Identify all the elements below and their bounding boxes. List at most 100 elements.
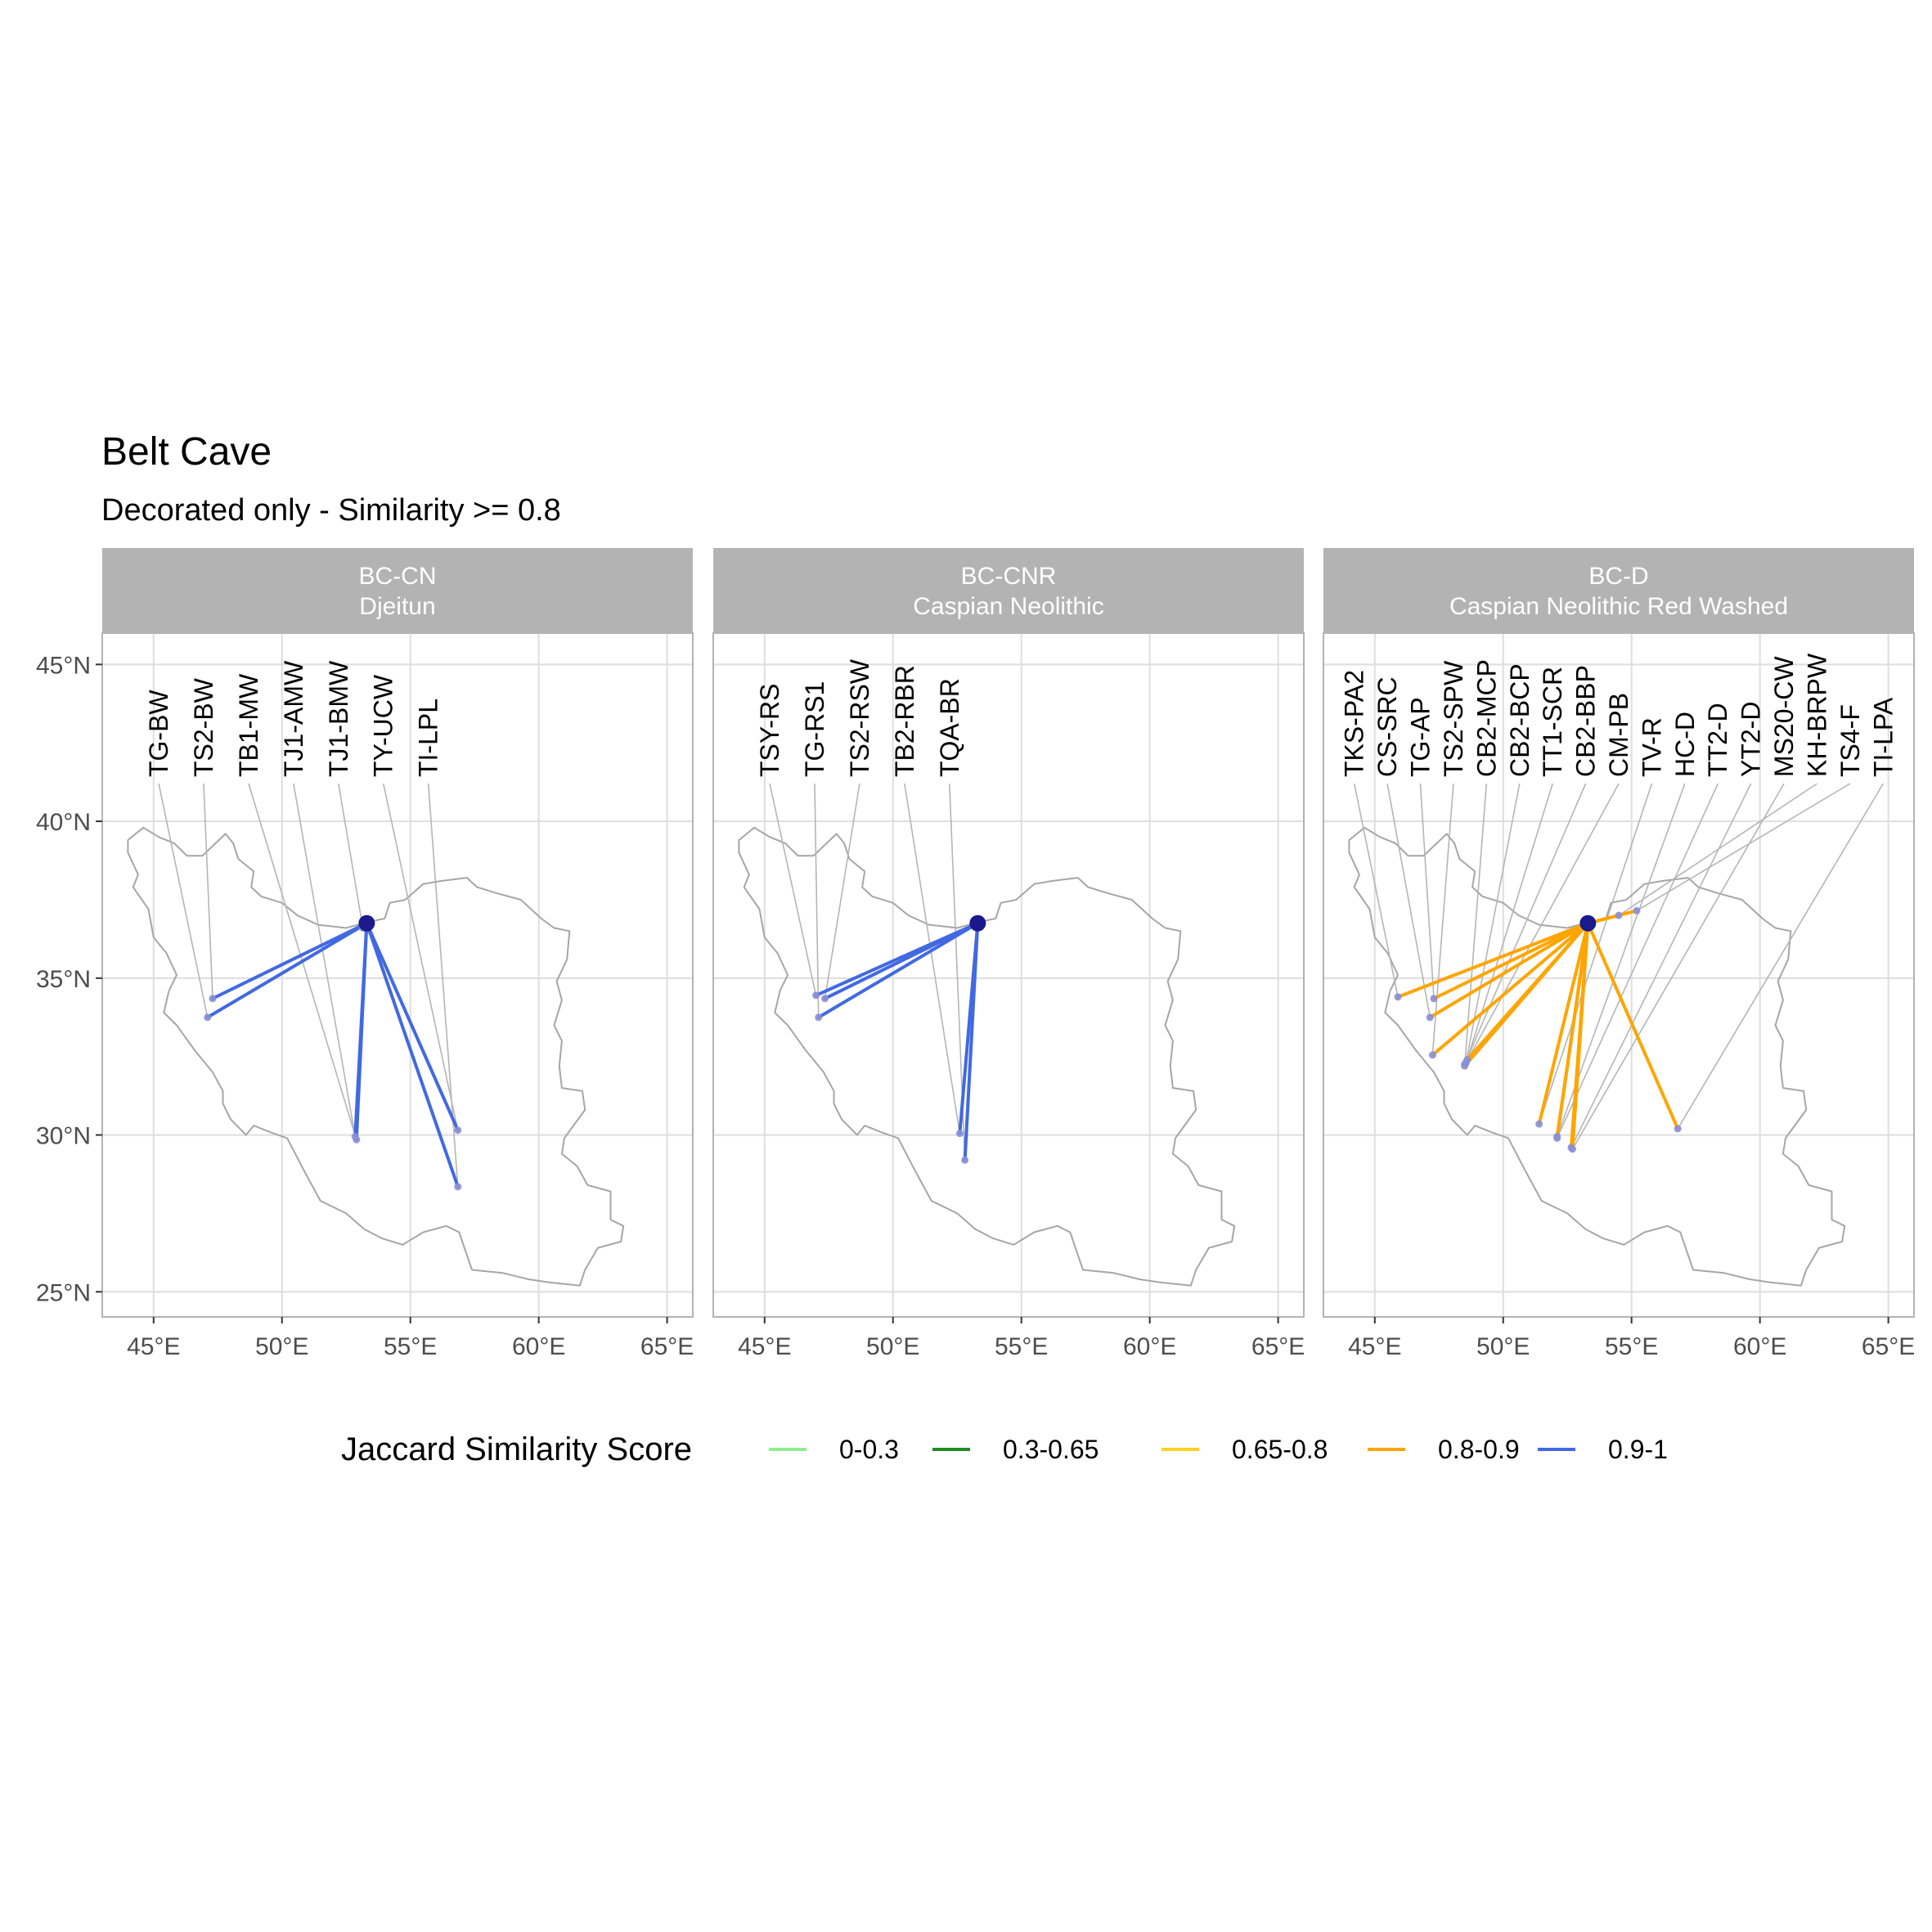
leader-line (1571, 783, 1785, 1150)
site-point (955, 1130, 964, 1138)
legend-label: 0.3-0.65 (1003, 1435, 1099, 1464)
leader-line (382, 783, 459, 1130)
leader-line (1570, 783, 1752, 1148)
y-tick-label: 30°N (36, 1123, 91, 1150)
site-label: TY-UCW (369, 674, 398, 777)
facet-panels: BC-CN Djeitun TG-BW TS2-BW TB1-MW TJ1-AMW TJ1-… (101, 548, 1915, 1360)
site-label: CB2-BBP (1571, 665, 1601, 777)
site-label: TSY-RS (755, 684, 784, 777)
iran-outline (127, 826, 625, 1287)
site-point (1553, 1134, 1561, 1142)
similarity-links (205, 921, 460, 1188)
x-tick-label: 60°E (1123, 1333, 1176, 1360)
x-tick-label: 65°E (640, 1333, 694, 1360)
facet-strip-code: BC-D (1588, 563, 1648, 590)
site-label: TS2-BW (189, 677, 218, 777)
iran-outline (738, 826, 1236, 1287)
leader-line (293, 783, 356, 1137)
plot-title: Belt Cave (101, 430, 272, 474)
site-labels: TG-BW TS2-BW TB1-MW TJ1-AMW TJ1-BMW TY-UCW TI-… (144, 660, 443, 777)
facet-strip-code: BC-CN (359, 563, 437, 590)
leader-line (1431, 783, 1454, 1055)
link-line (1431, 921, 1590, 1057)
x-tick-label: 45°E (127, 1333, 180, 1360)
y-axis: 25°N 30°N 35°N 40°N 45°N (36, 652, 102, 1306)
site-label: TKS-PA2 (1340, 670, 1369, 777)
site-label: TG-BW (144, 690, 173, 777)
link-line (1570, 921, 1590, 1151)
site-label: TG-AP (1406, 697, 1436, 777)
facet-strip: BC-D Caspian Neolithic Red Washed (1323, 548, 1914, 633)
leader-line (158, 783, 209, 1018)
site-label: CB2-BCP (1505, 663, 1534, 777)
site-label: TB1-MW (234, 673, 263, 777)
facet-strip-bg (1323, 548, 1914, 633)
link-line (823, 921, 980, 1000)
leader-line (904, 783, 961, 1134)
leader-line (814, 783, 820, 1018)
site-point (821, 995, 829, 1003)
site-label: TV-R (1637, 717, 1666, 777)
y-tick-label: 40°N (36, 809, 91, 836)
leader-line (427, 783, 459, 1187)
link-line (353, 921, 369, 1139)
site-point (1633, 906, 1641, 914)
site-label: TB2-RBR (890, 665, 919, 777)
x-tick-label: 60°E (512, 1333, 565, 1360)
legend-item: 0-0.3 (769, 1435, 899, 1464)
facet-strip: BC-CNR Caspian Neolithic (713, 548, 1304, 633)
legend-item: 0.9-1 (1538, 1435, 1668, 1464)
site-label: TT2-D (1703, 703, 1732, 777)
site-label: MS20-CW (1769, 656, 1799, 777)
legend-item: 0.65-0.8 (1161, 1435, 1328, 1464)
site-point (454, 1126, 462, 1134)
facet-strip-code: BC-CNR (961, 563, 1057, 590)
y-tick-label: 45°N (36, 652, 91, 679)
site-label: HC-D (1670, 712, 1700, 777)
site-point (1428, 1051, 1436, 1059)
site-label: CS-SRC (1373, 676, 1402, 777)
leader-line (1467, 783, 1553, 1060)
link-line (365, 921, 460, 1132)
x-tick-label: 50°E (866, 1333, 919, 1360)
facet-strip-name: Djeitun (359, 593, 435, 620)
leader-line (824, 783, 860, 999)
plot-subtitle: Decorated only - Similarity >= 0.8 (101, 493, 561, 528)
link-line (1537, 921, 1590, 1126)
site-label: CM-PB (1604, 693, 1633, 777)
site-point (209, 995, 217, 1003)
link-line (1464, 921, 1590, 1065)
facet-strip: BC-CN Djeitun (102, 548, 693, 633)
link-line (210, 921, 369, 1000)
site-point (815, 1013, 823, 1022)
link-line (1586, 921, 1680, 1130)
iran-outline (1348, 826, 1846, 1287)
leader-line (1677, 783, 1885, 1130)
legend-item: 0.8-0.9 (1368, 1435, 1520, 1464)
site-point (812, 991, 820, 1000)
site-label: YT2-D (1737, 702, 1766, 777)
link-line (963, 921, 980, 1162)
leader-line (769, 783, 817, 996)
leader-line (1465, 783, 1521, 1063)
link-line (1586, 909, 1638, 925)
site-labels: TSY-RS TG-RS1 TS2-RSW TB2-RBR TQA-BR (755, 658, 964, 777)
site-label: TQA-BR (935, 678, 964, 777)
link-line (1555, 921, 1590, 1140)
site-label: TJ1-BMW (324, 660, 353, 777)
site-label: KH-BRPW (1802, 653, 1831, 777)
x-tick-label: 45°E (738, 1333, 791, 1360)
site-point (1615, 911, 1623, 919)
y-tick-label: 25°N (36, 1279, 91, 1306)
site-point (1535, 1120, 1543, 1128)
legend-label: 0.8-0.9 (1438, 1435, 1520, 1464)
x-tick-label: 65°E (1251, 1333, 1305, 1360)
site-label: TJ1-AMW (279, 660, 308, 777)
facet-panel-1: BC-CN Djeitun TG-BW TS2-BW TB1-MW TJ1-AMW TJ1-… (101, 548, 694, 1360)
site-point (351, 1132, 359, 1140)
leader-line (338, 783, 364, 928)
site-label: CB2-MCP (1471, 659, 1501, 777)
gridlines (102, 633, 693, 1317)
